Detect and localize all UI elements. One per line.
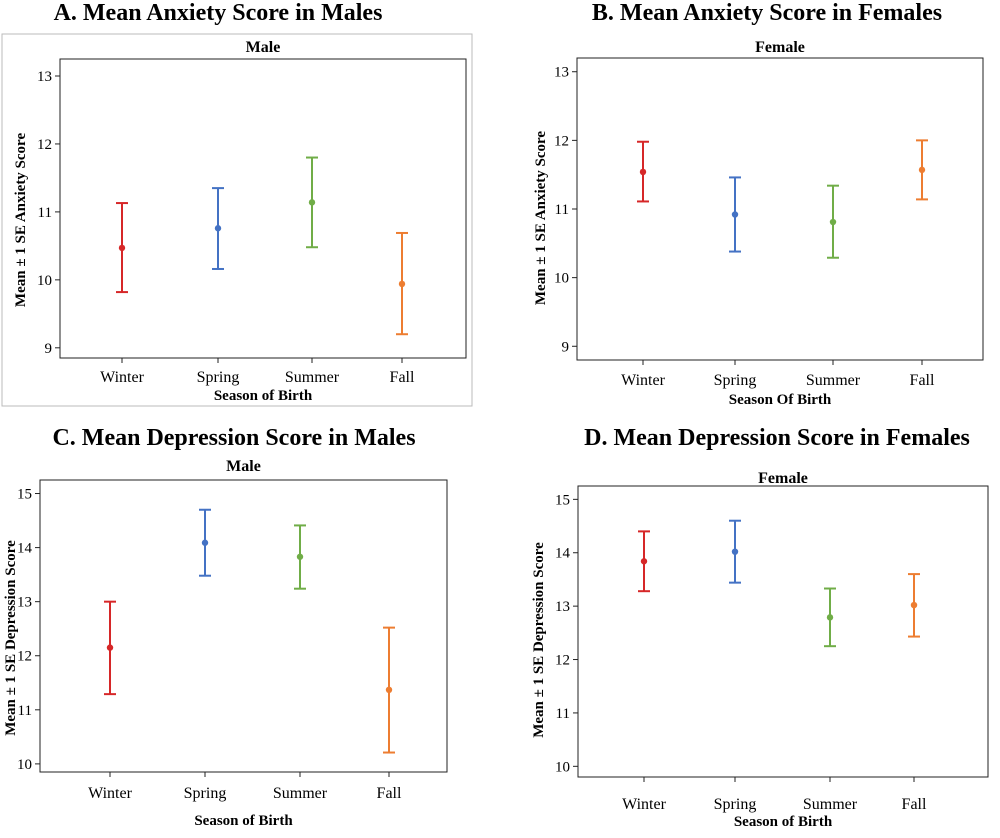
chart-1-ytick-label-13: 13 [554, 65, 569, 81]
chart-1-ytick-label-12: 12 [554, 133, 569, 149]
chart-0: A. Mean Anxiety Score in Males Male 9 10 11 1… [1, 0, 473, 407]
chart-3-mean-point-fall [910, 601, 918, 609]
chart-0-xtick-label-spring: Spring [197, 369, 240, 386]
chart-3-xtick-label-summer: Summer [803, 796, 858, 813]
chart-3-ytick-label-15: 15 [555, 492, 570, 508]
chart-0-mean-point-summer [308, 199, 316, 206]
chart-3-xtick-label-winter: Winter [622, 796, 666, 813]
chart-2-ytick-label-12: 12 [17, 649, 32, 665]
chart-0-ytick-label-9: 9 [45, 341, 53, 357]
chart-2-ytick-label-14: 14 [17, 541, 33, 557]
chart-0-plot-frame [59, 58, 467, 359]
chart-1-ytick-label-11: 11 [555, 202, 569, 218]
chart-2-mean-point-winter [106, 644, 114, 651]
chart-0-ylabel: Mean ± 1 SE Anxiety Score [13, 133, 29, 308]
chart-1-mean-point-summer [829, 218, 837, 226]
chart-0-xtick-label-fall: Fall [390, 369, 415, 386]
chart-2-xtick-label-spring: Spring [184, 785, 227, 802]
chart-1-plot-frame [576, 57, 984, 361]
chart-3-xtick-label-fall: Fall [902, 796, 927, 813]
chart-2-panel-heading: C. Mean Depression Score in Males [52, 425, 415, 451]
chart-3-xlabel: Season of Birth [734, 814, 833, 830]
chart-3-ytick-label-10: 10 [555, 759, 570, 775]
chart-0-xlabel: Season of Birth [214, 388, 313, 404]
chart-3-ytick-label-13: 13 [555, 599, 570, 615]
chart-1-xtick-label-summer: Summer [806, 372, 861, 389]
chart-0-ytick-label-11: 11 [38, 205, 52, 221]
chart-2-xtick-label-fall: Fall [377, 785, 402, 802]
chart-0-ytick-label-13: 13 [37, 69, 52, 85]
chart-3-ytick-label-11: 11 [556, 706, 570, 722]
chart-1-xlabel: Season Of Birth [729, 392, 832, 408]
chart-2-mean-point-summer [296, 553, 304, 560]
chart-3-plot-frame [577, 485, 989, 778]
chart-0-mean-point-winter [118, 244, 126, 252]
chart-1-panel-heading: B. Mean Anxiety Score in Females [592, 0, 942, 26]
chart-2-xlabel: Season of Birth [194, 813, 293, 829]
chart-0-xtick-label-winter: Winter [100, 369, 144, 386]
chart-0-ytick-label-10: 10 [37, 273, 52, 289]
chart-0-xtick-label-summer: Summer [285, 369, 340, 386]
chart-3: D. Mean Depression Score in Females Femal… [531, 425, 989, 830]
chart-2-mean-point-spring [201, 539, 209, 546]
chart-3-ylabel: Mean ± 1 SE Depression Score [531, 542, 547, 738]
chart-2-ytick-label-10: 10 [17, 757, 32, 773]
chart-1-xtick-label-spring: Spring [714, 372, 757, 389]
chart-3-mean-point-spring [731, 548, 739, 555]
chart-2: C. Mean Depression Score in Males Male 10 1… [3, 425, 448, 829]
chart-0-title: Male [246, 39, 281, 56]
chart-1-ylabel: Mean ± 1 SE Anxiety Score [533, 131, 549, 306]
chart-3-mean-point-summer [826, 614, 834, 621]
chart-2-xtick-label-winter: Winter [88, 785, 132, 802]
chart-1: B. Mean Anxiety Score in Females Female 9 1… [533, 0, 984, 408]
chart-2-title: Male [226, 458, 261, 475]
chart-0-panel-heading: A. Mean Anxiety Score in Males [54, 0, 383, 26]
chart-1-title: Female [755, 39, 805, 56]
chart-3-title: Female [758, 470, 808, 487]
chart-0-mean-point-fall [398, 280, 406, 288]
chart-0-ytick-label-12: 12 [37, 137, 52, 153]
chart-3-ytick-label-14: 14 [555, 546, 571, 562]
chart-2-ytick-label-11: 11 [18, 703, 32, 719]
chart-1-ytick-label-10: 10 [554, 271, 569, 287]
chart-2-xtick-label-summer: Summer [273, 785, 328, 802]
chart-3-ytick-label-12: 12 [555, 653, 570, 669]
chart-3-panel-heading: D. Mean Depression Score in Females [584, 425, 970, 451]
chart-1-ytick-label-9: 9 [562, 339, 570, 355]
chart-2-ylabel: Mean ± 1 SE Depression Score [3, 540, 19, 736]
chart-0-mean-point-spring [214, 225, 222, 232]
chart-0-panel-border [1, 33, 473, 407]
chart-3-xtick-label-spring: Spring [714, 796, 757, 813]
chart-2-plot-frame [39, 479, 448, 773]
chart-2-ytick-label-15: 15 [17, 487, 32, 503]
chart-2-mean-point-fall [385, 686, 393, 694]
chart-1-xtick-label-winter: Winter [621, 372, 665, 389]
chart-2-ytick-label-13: 13 [17, 595, 32, 611]
chart-1-mean-point-winter [639, 168, 647, 176]
chart-1-xtick-label-fall: Fall [910, 372, 935, 389]
chart-1-mean-point-spring [731, 211, 739, 218]
chart-3-mean-point-winter [640, 558, 648, 565]
chart-1-mean-point-fall [918, 166, 926, 174]
